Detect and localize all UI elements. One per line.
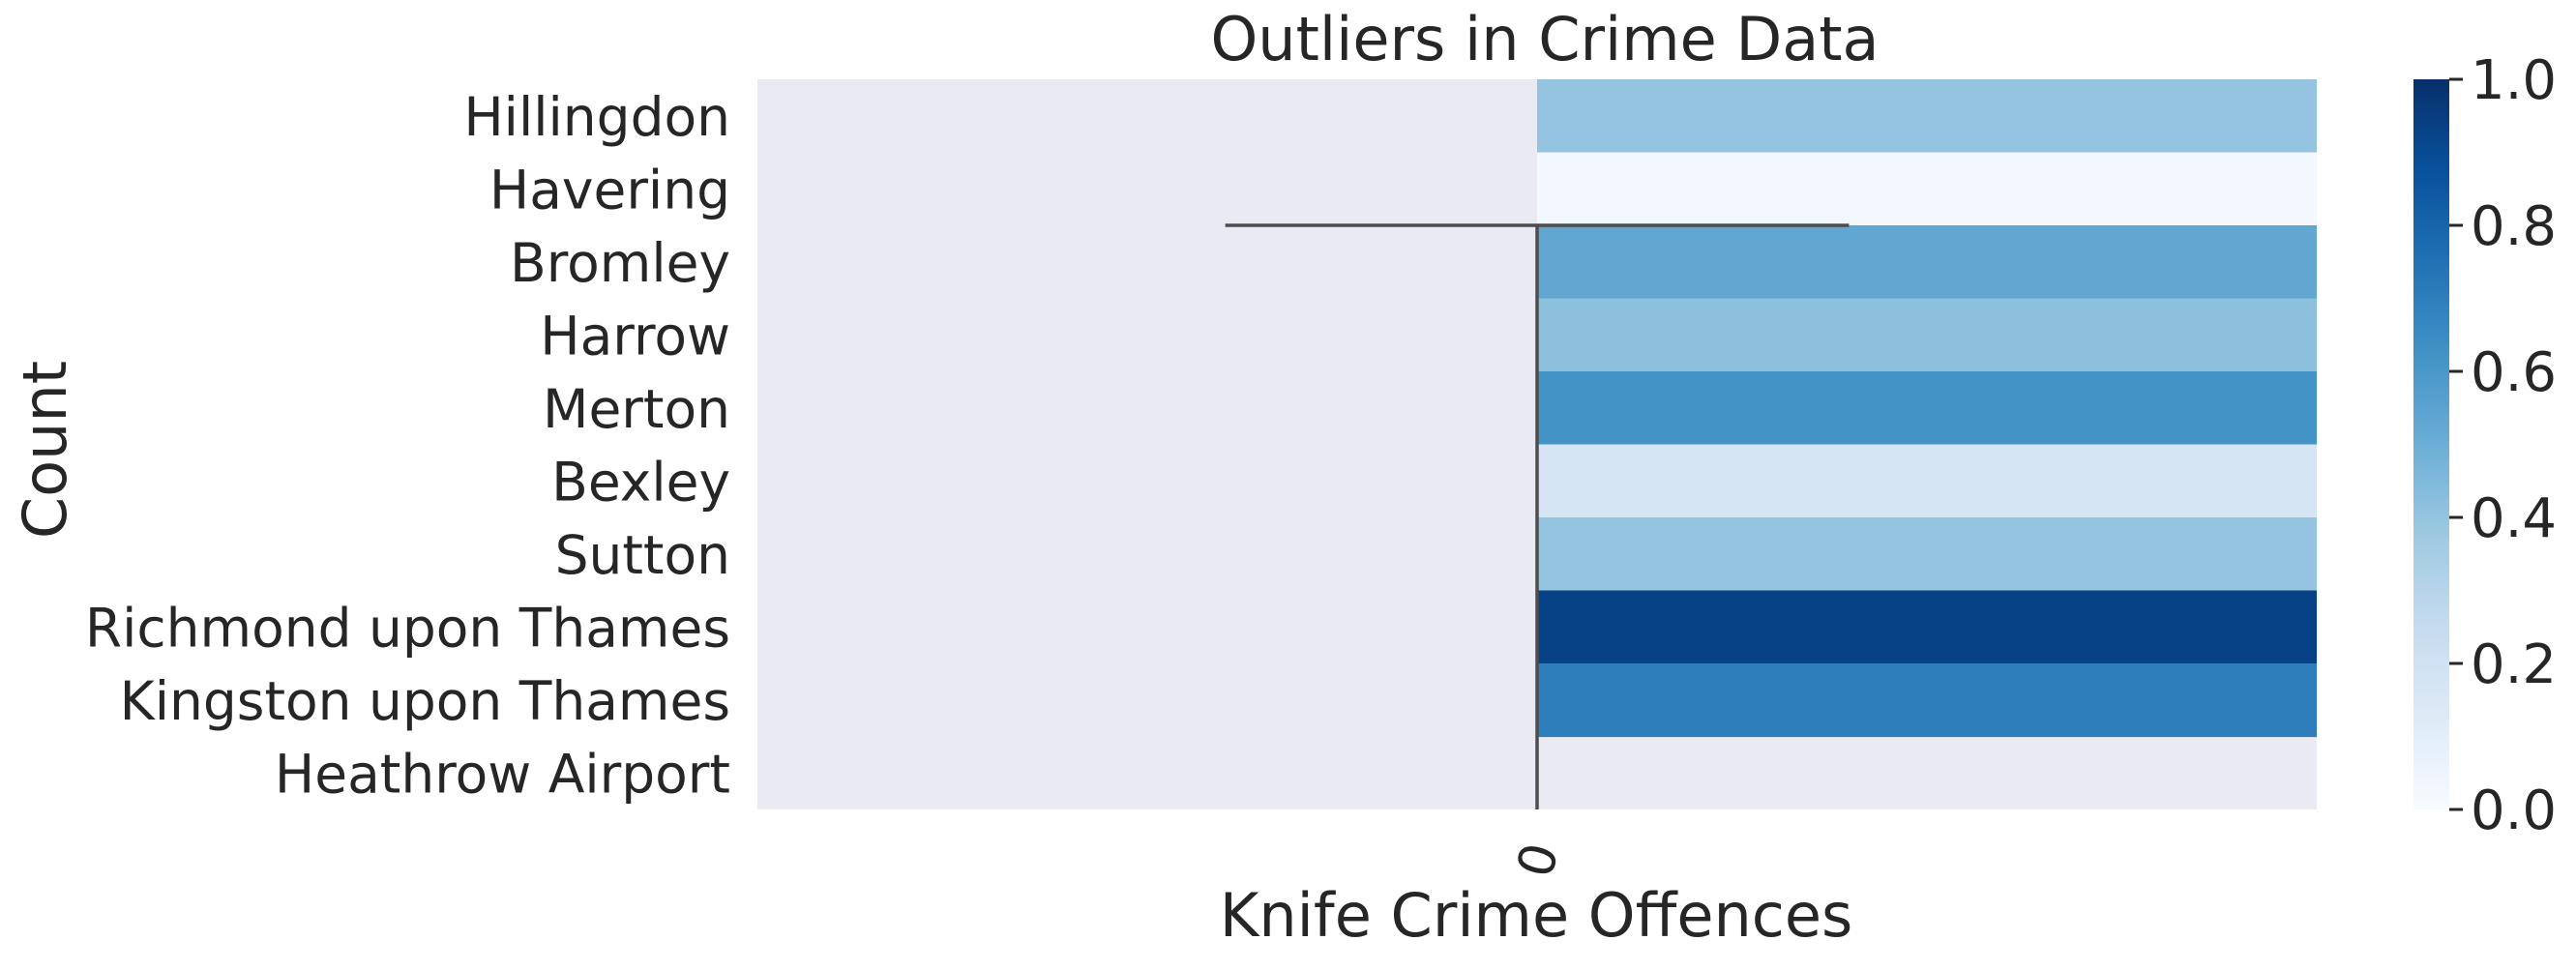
colorbar-tick-label: 0.4 (2471, 487, 2557, 550)
heatmap-cell (1537, 663, 2317, 738)
heatmap-cell (1537, 590, 2317, 664)
heatmap-cell (1537, 371, 2317, 446)
colorbar-tick-label: 0.2 (2471, 633, 2557, 696)
overlay-lines (1225, 223, 1850, 809)
row-label: Hillingdon (463, 86, 730, 148)
row-label: Sutton (555, 524, 730, 586)
row-label: Richmond upon Thames (85, 597, 730, 659)
colorbar-gradient (2413, 79, 2449, 809)
row-label: Heathrow Airport (275, 743, 730, 805)
row-labels: Hillingdon Havering Bromley Harrow Merton Bex… (85, 86, 730, 806)
heatmap-cell (1537, 79, 2317, 154)
x-axis-label: Knife Crime Offences (1220, 880, 1853, 951)
colorbar-tick-label: 0.0 (2471, 779, 2557, 842)
heatmap-cell (1537, 152, 2317, 226)
colorbar: 0.0 0.2 0.4 0.6 0.8 1.0 (2413, 49, 2557, 842)
heatmap-cells (757, 79, 2317, 809)
colorbar-tick-label: 0.8 (2471, 195, 2557, 258)
colorbar-tick-label: 1.0 (2471, 49, 2557, 112)
heatmap-cell (1537, 517, 2317, 592)
row-label: Havering (489, 159, 730, 220)
heatmap-cell (1537, 298, 2317, 372)
row-label: Merton (543, 378, 730, 440)
row-label: Bromley (510, 232, 730, 294)
y-axis-label: Count (10, 361, 80, 539)
x-tick-labels: 0 (1506, 838, 1571, 883)
heatmap-cell (1537, 444, 2317, 518)
chart-title: Outliers in Crime Data (1210, 4, 1879, 74)
heatmap-cell (1537, 225, 2317, 300)
row-label: Bexley (551, 451, 730, 513)
colorbar-tick-label: 0.6 (2471, 341, 2557, 404)
row-label: Kingston upon Thames (120, 670, 730, 732)
x-tick-label: 0 (1506, 838, 1571, 883)
row-label: Harrow (540, 305, 730, 367)
